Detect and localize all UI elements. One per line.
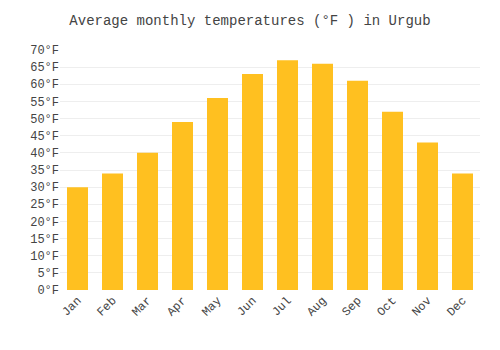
svg-text:30°F: 30°F <box>30 181 59 195</box>
svg-text:50°F: 50°F <box>30 113 59 127</box>
svg-text:15°F: 15°F <box>30 233 59 247</box>
svg-text:May: May <box>199 294 224 319</box>
svg-text:35°F: 35°F <box>30 164 59 178</box>
svg-text:10°F: 10°F <box>30 250 59 264</box>
svg-text:Jun: Jun <box>234 294 259 319</box>
svg-text:Apr: Apr <box>164 294 189 319</box>
svg-text:Nov: Nov <box>409 294 434 319</box>
svg-text:Jan: Jan <box>59 294 84 319</box>
svg-text:0°F: 0°F <box>37 284 59 298</box>
svg-text:Average monthly temperatures (: Average monthly temperatures (°F ) in Ur… <box>69 13 430 29</box>
svg-text:Aug: Aug <box>304 294 329 319</box>
svg-text:70°F: 70°F <box>30 44 59 58</box>
svg-text:65°F: 65°F <box>30 61 59 75</box>
svg-text:55°F: 55°F <box>30 96 59 110</box>
svg-text:Mar: Mar <box>129 294 154 319</box>
svg-text:60°F: 60°F <box>30 78 59 92</box>
svg-text:5°F: 5°F <box>37 267 59 281</box>
svg-text:Jul: Jul <box>269 294 294 319</box>
svg-text:25°F: 25°F <box>30 198 59 212</box>
svg-text:Sep: Sep <box>339 294 364 319</box>
svg-text:Feb: Feb <box>94 294 119 319</box>
svg-text:20°F: 20°F <box>30 216 59 230</box>
svg-text:Oct: Oct <box>374 294 399 319</box>
svg-text:40°F: 40°F <box>30 147 59 161</box>
svg-text:45°F: 45°F <box>30 130 59 144</box>
svg-text:Dec: Dec <box>444 294 469 319</box>
